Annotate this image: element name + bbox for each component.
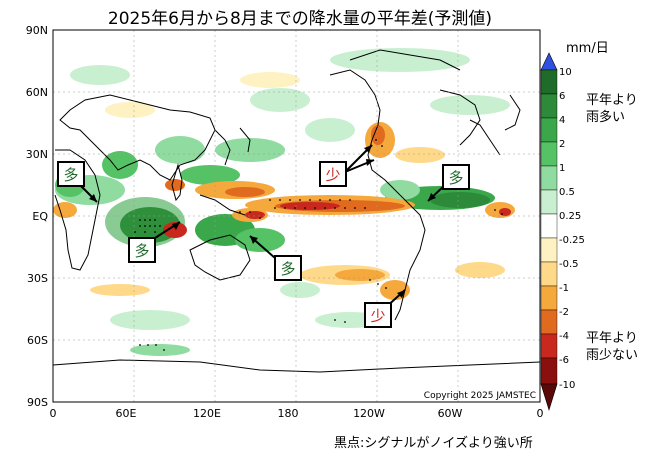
wet-legend-note: 平年より 雨多い (586, 92, 638, 126)
colorbar-tick: 0.5 (559, 187, 575, 198)
lon-label: 60E (116, 407, 137, 420)
lat-axis: 90N 60N 30N EQ 30S 60S 90S (26, 24, 49, 409)
colorbar-tick: 6 (559, 91, 565, 102)
colorbar-tick: 10 (559, 67, 572, 78)
anomaly-field (53, 30, 540, 402)
lon-label: 120W (353, 407, 385, 420)
colorbar-tick: -6 (559, 355, 569, 366)
gridlines (53, 30, 540, 402)
dry-legend-note: 平年より 雨少ない (586, 330, 638, 364)
colorbar-bottom-arrow (540, 383, 558, 412)
wet-note-line: 平年より (586, 93, 638, 108)
colorbar: 10 6 4 2 1 0.5 0.25 -0.25 -0.5 -1 -2 -4 … (540, 52, 585, 412)
colorbar-tick: -0.25 (559, 235, 585, 246)
dry-note-line: 平年より (586, 331, 638, 346)
lon-label: 0 (537, 407, 544, 420)
map-title: 2025年6月から8月までの降水量の平年差(予測値) (107, 9, 493, 29)
coastlines (53, 49, 540, 373)
annotation-label: 少 (325, 166, 340, 184)
colorbar-top-arrow (540, 52, 558, 71)
colorbar-tick: 0.25 (559, 211, 581, 222)
wet-note-line: 雨多い (586, 110, 626, 125)
lon-label: 180 (278, 407, 299, 420)
significance-dots (134, 139, 503, 351)
significance-footnote: 黒点:シグナルがノイズより強い所 (334, 436, 533, 451)
colorbar-tick: 1 (559, 163, 565, 174)
copyright-text: Copyright 2025 JAMSTEC (424, 391, 536, 401)
colorbar-ticks: 10 6 4 2 1 0.5 0.25 -0.25 -0.5 -1 -2 -4 … (559, 67, 585, 391)
annotation-wet-indian-ocean: 多 (128, 221, 181, 263)
lat-label: 90N (26, 24, 48, 37)
lat-label: 60S (27, 334, 48, 347)
lat-label: 30N (26, 148, 48, 161)
lon-label: 60W (438, 407, 463, 420)
annotation-label: 多 (280, 260, 295, 278)
lat-label: 30S (27, 272, 48, 285)
annotation-wet-pacific: 多 (249, 235, 302, 281)
lat-label: EQ (32, 210, 48, 223)
lon-label: 120E (193, 407, 221, 420)
colorbar-tick: -4 (559, 331, 569, 342)
colorbar-tick: 2 (559, 139, 565, 150)
annotation-dry-north-america: 少 (319, 144, 375, 187)
annotation-label: 少 (370, 307, 385, 325)
lat-label: 90S (27, 396, 48, 409)
annotation-label: 多 (448, 169, 463, 187)
colorbar-tick: -10 (559, 380, 575, 391)
colorbar-unit: mm/日 (566, 41, 609, 56)
annotation-label: 多 (134, 242, 149, 260)
dry-note-line: 雨少ない (586, 348, 639, 363)
annotations: 多 多 多 多 少 (57, 144, 470, 328)
annotation-label: 多 (63, 166, 78, 184)
lon-label: 0 (50, 407, 57, 420)
annotation-wet-atlantic: 多 (427, 164, 470, 202)
lat-label: 60N (26, 86, 48, 99)
colorbar-tick: -0.5 (559, 259, 579, 270)
colorbar-tick: 4 (559, 115, 565, 126)
colorbar-tick: -1 (559, 283, 569, 294)
annotation-dry-south-america: 少 (364, 289, 406, 328)
annotation-wet-africa: 多 (57, 161, 98, 203)
lon-axis: 0 60E 120E 180 120W 60W 0 (50, 407, 544, 420)
colorbar-tick: -2 (559, 307, 569, 318)
